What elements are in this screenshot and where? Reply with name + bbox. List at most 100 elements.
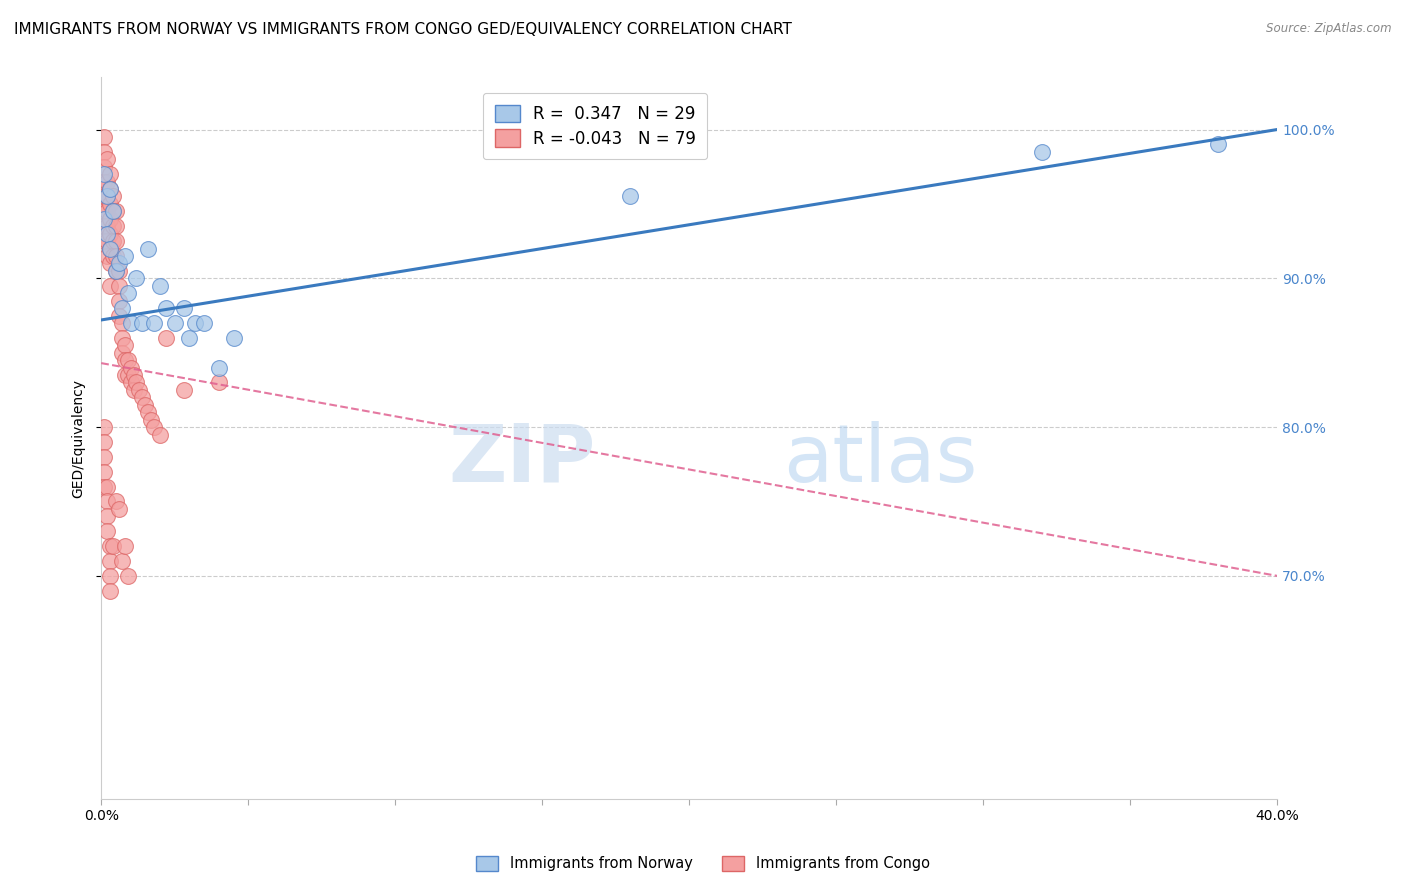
Point [131, 316, 153, 330]
Point [143, 316, 166, 330]
Point [208, 376, 231, 390]
Point [111, 301, 134, 315]
Text: ZIP: ZIP [449, 421, 595, 499]
Point [193, 316, 215, 330]
Point [96, 509, 118, 524]
Point [98, 539, 121, 553]
Point [93, 480, 115, 494]
Point [93, 175, 115, 189]
Point [98, 167, 121, 181]
Point [155, 301, 177, 315]
Point [108, 264, 131, 278]
Point [117, 368, 139, 382]
Legend: R =  0.347   N = 29, R = -0.043   N = 79: R = 0.347 N = 29, R = -0.043 N = 79 [482, 93, 707, 160]
Point [96, 189, 118, 203]
Point [104, 219, 127, 234]
Point [122, 383, 145, 397]
Point [98, 182, 121, 196]
Point [131, 390, 153, 404]
Legend: Immigrants from Norway, Immigrants from Congo: Immigrants from Norway, Immigrants from … [468, 847, 938, 880]
Point [101, 189, 124, 203]
Point [96, 494, 118, 508]
Point [136, 405, 159, 419]
Point [93, 465, 115, 479]
Point [141, 412, 163, 426]
Point [1208, 137, 1230, 152]
Point [111, 316, 134, 330]
Point [120, 376, 142, 390]
Text: atlas: atlas [783, 421, 977, 499]
Point [184, 316, 207, 330]
Point [93, 160, 115, 174]
Point [128, 383, 150, 397]
Point [93, 204, 115, 219]
Point [93, 189, 115, 203]
Point [104, 264, 127, 278]
Text: IMMIGRANTS FROM NORWAY VS IMMIGRANTS FROM CONGO GED/EQUIVALENCY CORRELATION CHAR: IMMIGRANTS FROM NORWAY VS IMMIGRANTS FRO… [14, 22, 792, 37]
Point [96, 524, 118, 539]
Point [179, 331, 201, 345]
Point [101, 204, 124, 219]
Point [117, 569, 139, 583]
Point [101, 204, 124, 219]
Point [104, 494, 127, 508]
Point [125, 376, 148, 390]
Point [143, 420, 166, 434]
Point [93, 219, 115, 234]
Text: Source: ZipAtlas.com: Source: ZipAtlas.com [1267, 22, 1392, 36]
Point [93, 234, 115, 248]
Point [96, 204, 118, 219]
Point [96, 227, 118, 241]
Point [149, 427, 172, 442]
Point [108, 293, 131, 308]
Point [93, 420, 115, 434]
Point [619, 189, 641, 203]
Point [104, 234, 127, 248]
Point [98, 569, 121, 583]
Point [122, 368, 145, 382]
Point [101, 539, 124, 553]
Point [101, 234, 124, 248]
Point [114, 539, 136, 553]
Point [96, 189, 118, 203]
Point [96, 234, 118, 248]
Point [96, 153, 118, 167]
Point [93, 450, 115, 464]
Point [208, 360, 231, 375]
Point [108, 278, 131, 293]
Point [98, 583, 121, 598]
Point [222, 331, 245, 345]
Point [108, 256, 131, 270]
Point [93, 211, 115, 226]
Point [108, 309, 131, 323]
Point [93, 434, 115, 449]
Point [98, 554, 121, 568]
Point [114, 353, 136, 368]
Point [104, 264, 127, 278]
Point [98, 256, 121, 270]
Point [98, 182, 121, 196]
Point [96, 175, 118, 189]
Point [114, 249, 136, 263]
Point [114, 338, 136, 352]
Point [104, 204, 127, 219]
Point [96, 249, 118, 263]
Point [104, 249, 127, 263]
Point [149, 278, 172, 293]
Point [136, 242, 159, 256]
Point [155, 331, 177, 345]
Point [111, 331, 134, 345]
Point [1031, 145, 1053, 159]
Point [111, 554, 134, 568]
Point [98, 242, 121, 256]
Point [98, 211, 121, 226]
Point [117, 286, 139, 301]
Point [101, 249, 124, 263]
Point [173, 301, 195, 315]
Point [114, 368, 136, 382]
Point [98, 242, 121, 256]
Point [96, 219, 118, 234]
Point [96, 480, 118, 494]
Point [120, 360, 142, 375]
Point [93, 145, 115, 159]
